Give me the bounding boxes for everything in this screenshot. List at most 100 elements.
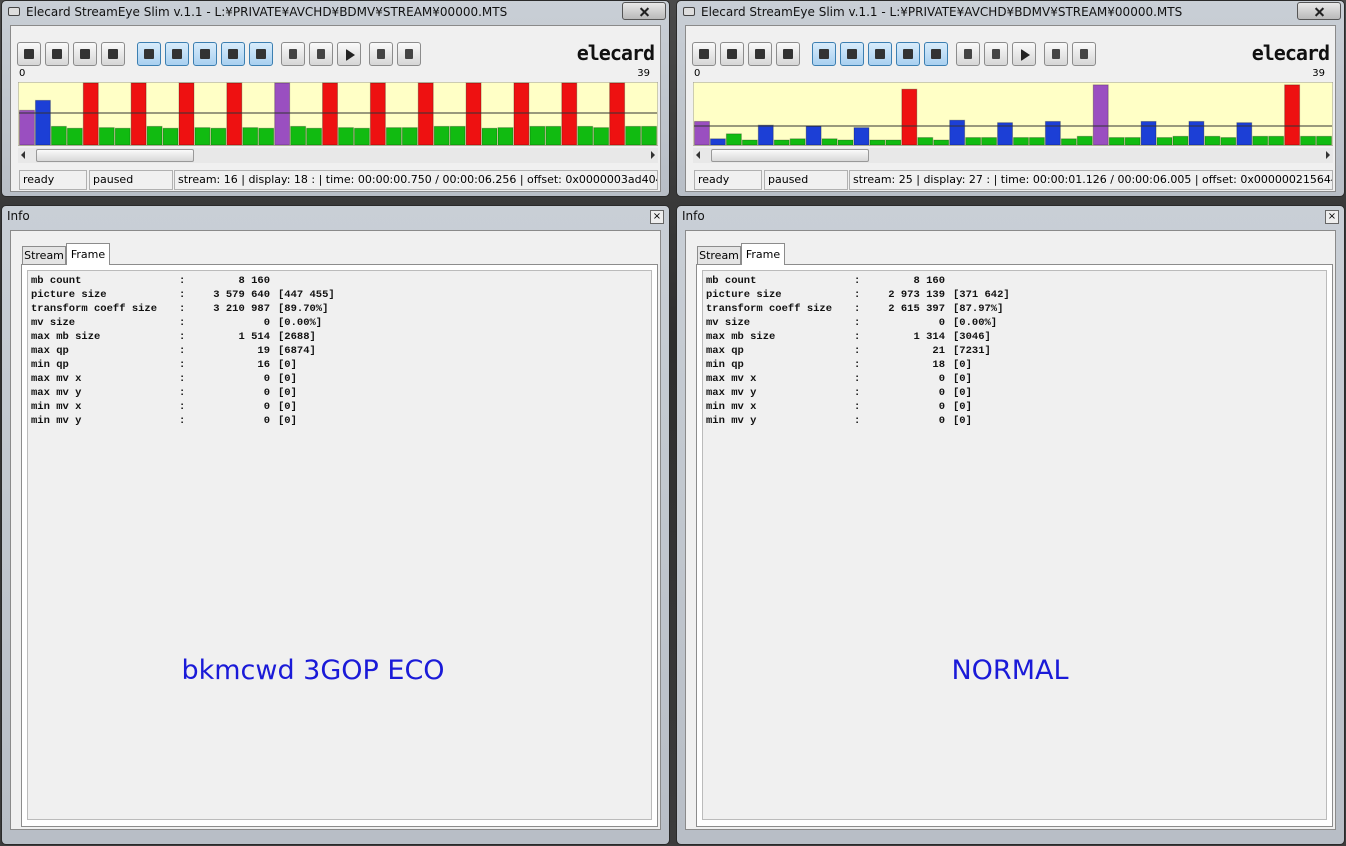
toolbar-button[interactable] bbox=[281, 42, 305, 66]
button-icon bbox=[377, 49, 385, 59]
frame-bar bbox=[385, 127, 402, 146]
frame-graph[interactable] bbox=[693, 82, 1333, 146]
tab[interactable]: Frame bbox=[66, 243, 110, 265]
close-button[interactable] bbox=[1297, 2, 1341, 20]
row-label: transform coeff size bbox=[31, 303, 158, 315]
frame-bar bbox=[593, 127, 610, 146]
toolbar-button[interactable] bbox=[956, 42, 980, 66]
scroll-thumb[interactable] bbox=[711, 149, 869, 162]
frame-bar bbox=[66, 127, 83, 146]
toolbar-button[interactable] bbox=[193, 42, 217, 66]
toolbar-button[interactable] bbox=[776, 42, 800, 66]
toolbar-button[interactable] bbox=[397, 42, 421, 66]
frame-bar bbox=[741, 139, 758, 146]
row-separator: : bbox=[179, 387, 186, 399]
row-separator: : bbox=[854, 275, 861, 287]
scroll-thumb[interactable] bbox=[36, 149, 194, 162]
button-icon bbox=[108, 49, 118, 59]
frame-bar bbox=[609, 82, 626, 146]
toolbar-button[interactable] bbox=[17, 42, 41, 66]
row-separator: : bbox=[179, 331, 186, 343]
toolbar-button[interactable] bbox=[692, 42, 716, 66]
status-cell: stream: 16 | display: 18 : | time: 00:00… bbox=[174, 170, 658, 190]
frame-bar bbox=[1236, 122, 1253, 146]
info-close[interactable]: × bbox=[1325, 210, 1339, 224]
row-value: 16 bbox=[257, 359, 270, 371]
frame-bar bbox=[869, 139, 886, 146]
scrollbar bbox=[693, 148, 1333, 163]
row-separator: : bbox=[854, 289, 861, 301]
row-separator: : bbox=[179, 303, 186, 315]
toolbar-button[interactable] bbox=[337, 42, 361, 66]
toolbar-button[interactable] bbox=[369, 42, 393, 66]
tab[interactable]: Stream bbox=[697, 246, 741, 265]
row-label: min mv y bbox=[706, 415, 757, 427]
row-detail: [0.00%] bbox=[953, 317, 998, 329]
row-separator: : bbox=[179, 289, 186, 301]
scroll-left[interactable] bbox=[696, 151, 700, 159]
row-label: picture size bbox=[706, 289, 782, 301]
frame-bar bbox=[1028, 137, 1045, 146]
frame-bar bbox=[981, 137, 998, 146]
toolbar-button[interactable] bbox=[840, 42, 864, 66]
row-value: 0 bbox=[263, 317, 270, 329]
row-value: 8 160 bbox=[913, 275, 945, 287]
frame-bar bbox=[465, 82, 482, 146]
toolbar-button[interactable] bbox=[868, 42, 892, 66]
toolbar-button[interactable] bbox=[73, 42, 97, 66]
row-value: 0 bbox=[938, 317, 945, 329]
frame-bar bbox=[949, 119, 966, 146]
toolbar-button[interactable] bbox=[249, 42, 273, 66]
row-value: 3 579 640 bbox=[213, 289, 270, 301]
close-button[interactable] bbox=[622, 2, 666, 20]
toolbar-button[interactable] bbox=[1072, 42, 1096, 66]
toolbar-button[interactable] bbox=[896, 42, 920, 66]
row-separator: : bbox=[854, 401, 861, 413]
toolbar-button[interactable] bbox=[165, 42, 189, 66]
frame-graph[interactable] bbox=[18, 82, 658, 146]
scroll-left[interactable] bbox=[21, 151, 25, 159]
scroll-right[interactable] bbox=[1326, 151, 1330, 159]
frame-bar bbox=[1013, 137, 1029, 146]
toolbar-button[interactable] bbox=[1012, 42, 1036, 66]
toolbar-button[interactable] bbox=[720, 42, 744, 66]
tab[interactable]: Frame bbox=[741, 243, 785, 265]
button-icon bbox=[144, 49, 154, 59]
toolbar-button[interactable] bbox=[309, 42, 333, 66]
frame-bar bbox=[1108, 137, 1125, 146]
frame-bar bbox=[433, 125, 450, 146]
frame-bar bbox=[274, 82, 291, 146]
row-value: 3 210 987 bbox=[213, 303, 270, 315]
frame-bar bbox=[513, 82, 530, 146]
row-detail: [87.97%] bbox=[953, 303, 1004, 315]
frame-bar bbox=[577, 125, 594, 146]
toolbar-button[interactable] bbox=[101, 42, 125, 66]
frame-bar bbox=[1252, 135, 1269, 146]
frame-bar bbox=[1044, 120, 1061, 146]
frame-bar bbox=[821, 138, 838, 146]
row-separator: : bbox=[179, 415, 186, 427]
frame-bar bbox=[130, 82, 147, 146]
toolbar-button[interactable] bbox=[1044, 42, 1068, 66]
row-separator: : bbox=[179, 359, 186, 371]
app-icon bbox=[683, 7, 695, 16]
button-icon bbox=[931, 49, 941, 59]
frame-bar bbox=[353, 127, 370, 146]
toolbar-button[interactable] bbox=[45, 42, 69, 66]
row-detail: [0] bbox=[953, 359, 972, 371]
toolbar-button[interactable] bbox=[221, 42, 245, 66]
toolbar-button[interactable] bbox=[924, 42, 948, 66]
button-icon bbox=[256, 49, 266, 59]
frame-bar bbox=[1092, 84, 1109, 146]
toolbar-button[interactable] bbox=[812, 42, 836, 66]
scroll-right[interactable] bbox=[651, 151, 655, 159]
toolbar-button[interactable] bbox=[984, 42, 1008, 66]
toolbar-button[interactable] bbox=[748, 42, 772, 66]
toolbar-button[interactable] bbox=[137, 42, 161, 66]
info-close[interactable]: × bbox=[650, 210, 664, 224]
row-separator: : bbox=[179, 401, 186, 413]
tab[interactable]: Stream bbox=[22, 246, 66, 265]
row-value: 0 bbox=[263, 415, 270, 427]
frame-bar bbox=[997, 122, 1013, 146]
frame-bar bbox=[114, 127, 131, 146]
